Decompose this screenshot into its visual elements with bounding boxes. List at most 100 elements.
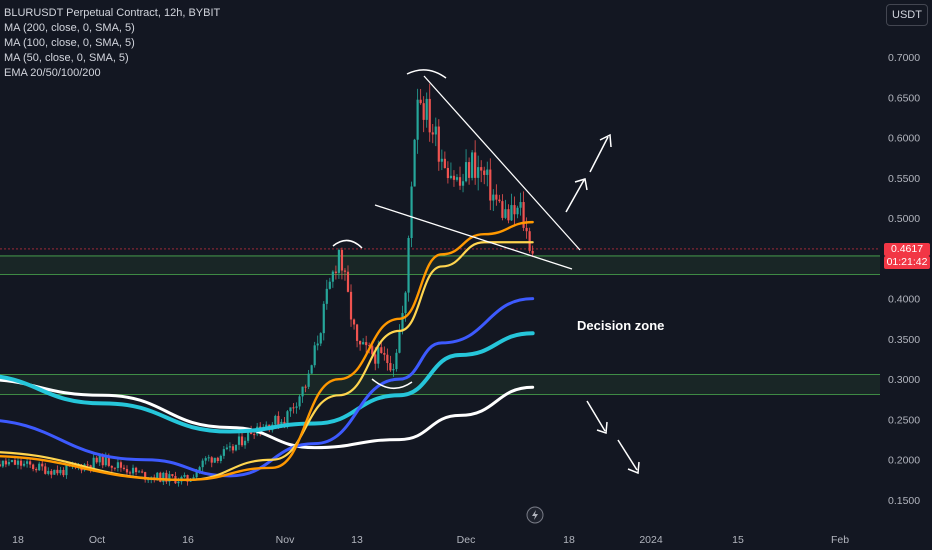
lightning-icon[interactable]: [526, 506, 544, 524]
candle-body: [489, 169, 492, 201]
candle-body: [125, 469, 129, 473]
candle-body: [334, 271, 337, 273]
zone-fill-0: [0, 255, 880, 275]
candle-body: [495, 194, 498, 200]
candle-body: [419, 99, 422, 104]
legend-ema[interactable]: EMA 20/50/100/200: [4, 67, 101, 79]
candle-body: [380, 347, 383, 354]
candle-body: [25, 461, 29, 464]
time-tick-label: 18: [12, 534, 24, 546]
candle-body: [392, 369, 395, 371]
candle-body: [316, 343, 319, 346]
legend-ma-200[interactable]: MA (200, close, 0, SMA, 5): [4, 22, 135, 34]
candle-body: [337, 249, 341, 273]
candle-body: [531, 250, 534, 254]
zone-fill-1: [0, 374, 880, 395]
currency-button[interactable]: USDT: [886, 4, 928, 26]
countdown-tag: 01:21:42: [884, 256, 930, 269]
candle-body: [289, 407, 292, 412]
candle-body: [237, 436, 241, 445]
bottom-arc: [371, 378, 413, 389]
candle-body: [53, 469, 56, 475]
candle-body: [498, 199, 501, 202]
candle-body: [301, 386, 304, 397]
time-tick-label: Feb: [831, 534, 849, 546]
top-arc-nov-peak: [406, 69, 447, 79]
candle-body: [461, 181, 465, 186]
candle-body: [107, 456, 110, 466]
upper-trendline: [423, 75, 581, 251]
time-tick-label: 18: [563, 534, 575, 546]
time-tick-label: 15: [732, 534, 744, 546]
candle-body: [322, 303, 325, 334]
candle-body: [246, 430, 250, 441]
price-tick-label: 0.3500: [888, 334, 920, 346]
candle-body: [304, 386, 307, 388]
time-tick-label: 2024: [639, 534, 663, 546]
candlesticks: [0, 83, 534, 487]
candle-body: [504, 209, 507, 218]
candle-body: [319, 333, 322, 344]
candle-body: [201, 460, 204, 468]
price-tick-label: 0.5500: [888, 173, 920, 185]
time-tick-label: Oct: [89, 534, 105, 546]
candle-body: [137, 471, 141, 473]
candle-body: [398, 330, 401, 353]
candle-body: [47, 471, 50, 474]
candle-body: [113, 467, 116, 469]
candle-body: [474, 152, 477, 178]
candle-body: [225, 447, 228, 450]
candle-body: [404, 292, 407, 314]
candle-body: [183, 475, 186, 477]
time-tick-label: 13: [351, 534, 363, 546]
candle-body: [19, 460, 23, 466]
candle-body: [35, 469, 38, 471]
time-tick-label: 16: [182, 534, 194, 546]
candle-body: [295, 406, 298, 408]
candle-body: [368, 345, 371, 347]
candle-body: [374, 354, 377, 364]
candle-body: [141, 471, 144, 473]
price-tick-label: 0.3000: [888, 374, 920, 386]
support-zones: [0, 255, 880, 395]
last-price-tag: 0.4617: [884, 243, 930, 256]
candle-body: [467, 162, 471, 178]
candle-body: [243, 440, 247, 446]
candle-body: [101, 455, 104, 466]
legend-symbol[interactable]: BLURUSDT Perpetual Contract, 12h, BYBIT: [4, 7, 221, 19]
candle-body: [198, 467, 201, 472]
price-tick-label: 0.6000: [888, 133, 920, 145]
candle-body: [204, 458, 207, 461]
price-axis[interactable]: 0.7000 0.6500 0.6000 0.5500 0.5000 0.4000 0.35…: [888, 52, 920, 507]
legend-ma-50[interactable]: MA (50, close, 0, SMA, 5): [4, 52, 129, 64]
candle-body: [231, 446, 235, 451]
candle-body: [116, 462, 120, 468]
candle-body: [449, 175, 453, 179]
candle-body: [383, 353, 386, 355]
candle-body: [159, 472, 162, 482]
candle-body: [480, 167, 483, 171]
candle-body: [89, 465, 92, 469]
candle-body: [452, 175, 456, 180]
candle-body: [216, 457, 219, 462]
time-axis[interactable]: 18 Oct 16 Nov 13 Dec 18 2024 15 Feb: [12, 534, 849, 546]
candle-body: [410, 186, 413, 238]
candle-body: [501, 201, 504, 218]
legend-ma-100[interactable]: MA (100, close, 0, SMA, 5): [4, 37, 135, 49]
candle-body: [371, 345, 374, 355]
candle-body: [95, 457, 98, 463]
candle-body: [144, 472, 147, 480]
candle-body: [7, 462, 11, 465]
candle-body: [234, 444, 238, 451]
candle-body: [440, 158, 443, 162]
candle-body: [16, 460, 20, 465]
price-tick-label: 0.4000: [888, 294, 920, 306]
candle-body: [98, 455, 101, 463]
candle-body: [513, 205, 516, 215]
candle-body: [131, 467, 135, 474]
candle-body: [401, 313, 404, 331]
candle-body: [522, 202, 525, 228]
candle-body: [443, 158, 446, 168]
